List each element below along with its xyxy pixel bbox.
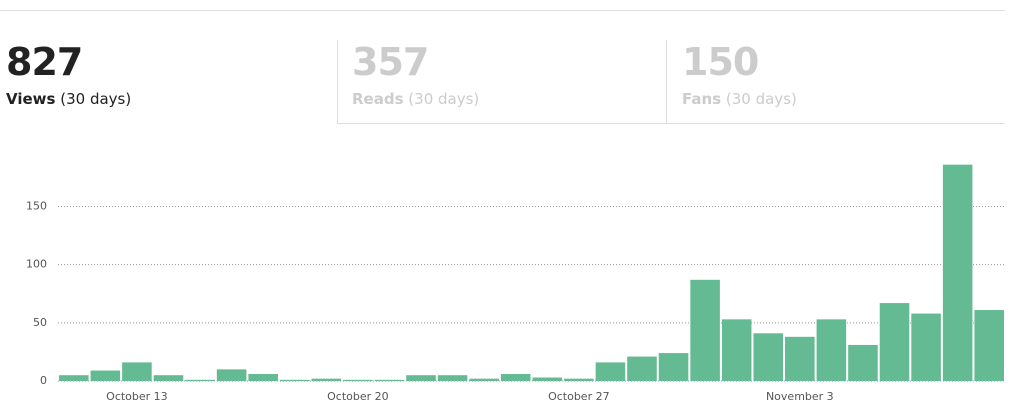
bar	[816, 319, 847, 381]
bar	[59, 375, 89, 381]
tab-value: 827	[6, 40, 83, 84]
tab-label-name: Reads	[352, 90, 404, 108]
bar	[879, 303, 910, 381]
tab[interactable]: 150 Fans (30 days)	[666, 40, 1005, 124]
bar	[500, 374, 531, 381]
tab-label-name: Views	[6, 90, 56, 108]
bar	[942, 164, 973, 381]
tab[interactable]: 827 Views (30 days)	[0, 40, 337, 124]
bar	[153, 375, 184, 381]
bar	[690, 279, 720, 381]
x-tick-label: November 3	[766, 390, 834, 403]
bar	[658, 353, 689, 381]
tab-label: Reads (30 days)	[352, 90, 479, 108]
bar	[343, 379, 373, 381]
bar	[406, 375, 436, 381]
bar	[721, 319, 752, 381]
x-tick-label: October 27	[548, 390, 610, 403]
tab-label: Fans (30 days)	[682, 90, 797, 108]
y-tick-label: 0	[40, 374, 47, 387]
bar	[564, 378, 594, 381]
bar	[848, 344, 878, 381]
y-tick-label: 100	[26, 258, 47, 271]
tab-period: (30 days)	[408, 90, 480, 108]
y-tick-label: 150	[26, 200, 47, 213]
tab-label: Views (30 days)	[6, 90, 131, 108]
bar	[911, 313, 941, 381]
bar	[374, 379, 405, 381]
tab-label-name: Fans	[682, 90, 722, 108]
tab-period: (30 days)	[60, 90, 132, 108]
y-tick-label: 50	[33, 316, 47, 329]
bar	[595, 362, 626, 381]
bar	[753, 333, 784, 381]
tab-value: 150	[682, 40, 759, 84]
bar	[974, 310, 1004, 381]
bar	[532, 377, 563, 381]
tab[interactable]: 357 Reads (30 days)	[337, 40, 667, 124]
bar	[627, 356, 657, 381]
bar	[311, 378, 342, 381]
tab-value: 357	[352, 40, 429, 84]
bar	[469, 378, 499, 381]
bar	[216, 369, 247, 381]
bar	[437, 375, 468, 381]
bar	[785, 336, 815, 381]
divider	[0, 10, 1005, 11]
bar	[248, 374, 278, 381]
bar	[122, 362, 152, 381]
tab-period: (30 days)	[725, 90, 797, 108]
x-tick-label: October 13	[106, 390, 168, 403]
x-tick-label: October 20	[327, 390, 389, 403]
bar	[185, 379, 215, 381]
bar	[279, 379, 310, 381]
bar	[90, 370, 121, 381]
